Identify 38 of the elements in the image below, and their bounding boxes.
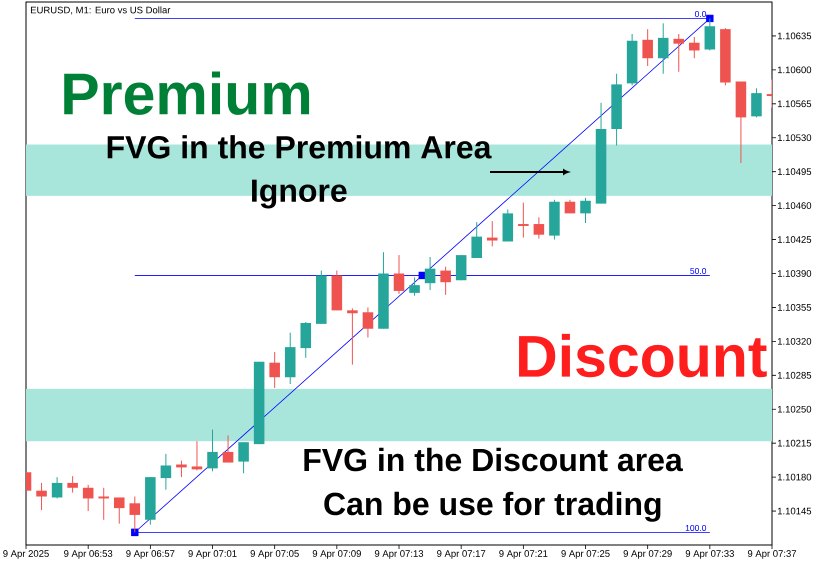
x-tick-label: 9 Apr 07:09 [312, 550, 361, 559]
y-tick-label: 1.10600 [778, 66, 812, 74]
annotation: Discount [519, 334, 767, 378]
x-tick-label: 9 Apr 2025 [3, 550, 49, 559]
y-tick-label: 1.10355 [778, 304, 812, 311]
y-tick-label: 1.10215 [778, 440, 812, 447]
y-tick-label: 1.10250 [778, 406, 812, 413]
annotation: Ignore [252, 180, 347, 208]
x-tick-label: 9 Apr 06:53 [64, 550, 112, 559]
x-tick-label: 9 Apr 07:01 [188, 550, 237, 559]
x-tick-label: 9 Apr 07:21 [499, 550, 548, 559]
y-tick-label: 1.10320 [778, 338, 812, 345]
x-tick-label: 9 Apr 06:57 [126, 550, 174, 559]
x-tick-label: 9 Apr 07:25 [561, 550, 610, 559]
y-tick-label: 1.10495 [778, 168, 812, 176]
x-tick-label: 9 Apr 07:17 [437, 550, 486, 559]
y-tick-label: 1.10460 [778, 202, 812, 209]
x-tick-label: 9 Apr 07:13 [374, 550, 424, 559]
y-tick-label: 1.10180 [778, 474, 812, 480]
y-tick-label: 1.10530 [778, 134, 812, 142]
annotation: Premium [64, 72, 310, 115]
y-tick-label: 1.10425 [778, 236, 812, 243]
y-tick-label: 1.10145 [778, 508, 812, 514]
x-tick-label: 9 Apr 07:05 [250, 550, 299, 559]
y-tick-label: 1.10635 [778, 32, 812, 40]
x-tick-label: 9 Apr 07:37 [748, 550, 796, 559]
chart-title: EURUSD, M1: Euro vs US Dollar [30, 6, 170, 15]
series-label: 50.0 [690, 268, 706, 274]
y-tick-label: 1.10565 [778, 100, 812, 108]
y-tick-label: 1.10285 [778, 372, 812, 379]
x-tick-label: 9 Apr 07:29 [624, 550, 672, 559]
annotation: FVG in the Premium Area [108, 135, 492, 159]
x-tick-label: 9 Apr 07:33 [686, 550, 734, 559]
series-label: 100.0 [686, 524, 706, 531]
y-tick-label: 1.10390 [778, 270, 812, 277]
annotation: Can be use for trading [324, 492, 660, 522]
series-label: 0.0 [694, 11, 706, 18]
annotation: FVG in the Discount area [304, 448, 683, 472]
